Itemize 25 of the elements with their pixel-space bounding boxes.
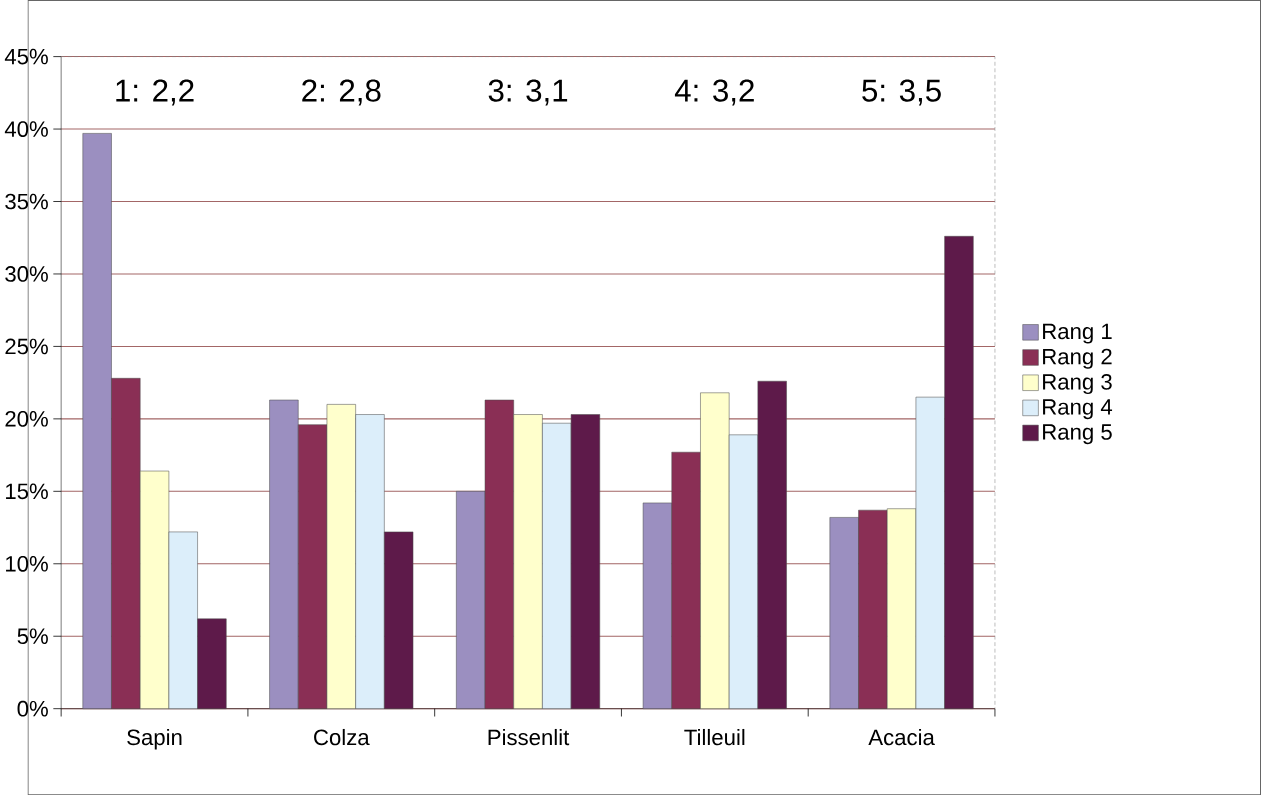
annotation: 4: 3,2 bbox=[674, 79, 754, 106]
annotation: 1: 2,2 bbox=[116, 79, 194, 106]
legend-label: Rang 2 bbox=[1043, 348, 1112, 369]
legend-label: Rang 5 bbox=[1043, 424, 1112, 445]
y-tick-label: 15% bbox=[6, 483, 48, 499]
legend-label: Rang 1 bbox=[1043, 323, 1112, 344]
y-tick-label: 30% bbox=[5, 265, 48, 282]
x-tick-label: Tilleuil bbox=[684, 728, 745, 746]
x-tick-label: Sapin bbox=[127, 728, 182, 750]
y-tick-label: 45% bbox=[4, 48, 48, 65]
y-tick-label: 0% bbox=[17, 700, 48, 717]
y-tick-label: 25% bbox=[5, 338, 48, 355]
legend-label: Rang 3 bbox=[1043, 373, 1112, 394]
x-tick-label: Acacia bbox=[868, 728, 935, 746]
annotation: 5: 3,5 bbox=[862, 79, 941, 106]
y-tick-label: 40% bbox=[4, 121, 48, 137]
y-tick-label: 35% bbox=[5, 193, 48, 210]
y-tick-label: 5% bbox=[17, 628, 48, 644]
y-tick-label: 10% bbox=[6, 555, 48, 572]
y-tick-label: 20% bbox=[5, 410, 48, 427]
x-tick-label: Colza bbox=[314, 728, 370, 746]
annotation: 3: 3,1 bbox=[488, 79, 568, 106]
x-tick-label: Pissenlit bbox=[488, 728, 570, 746]
legend-label: Rang 4 bbox=[1043, 399, 1113, 420]
annotation: 2: 2,8 bbox=[302, 79, 381, 106]
